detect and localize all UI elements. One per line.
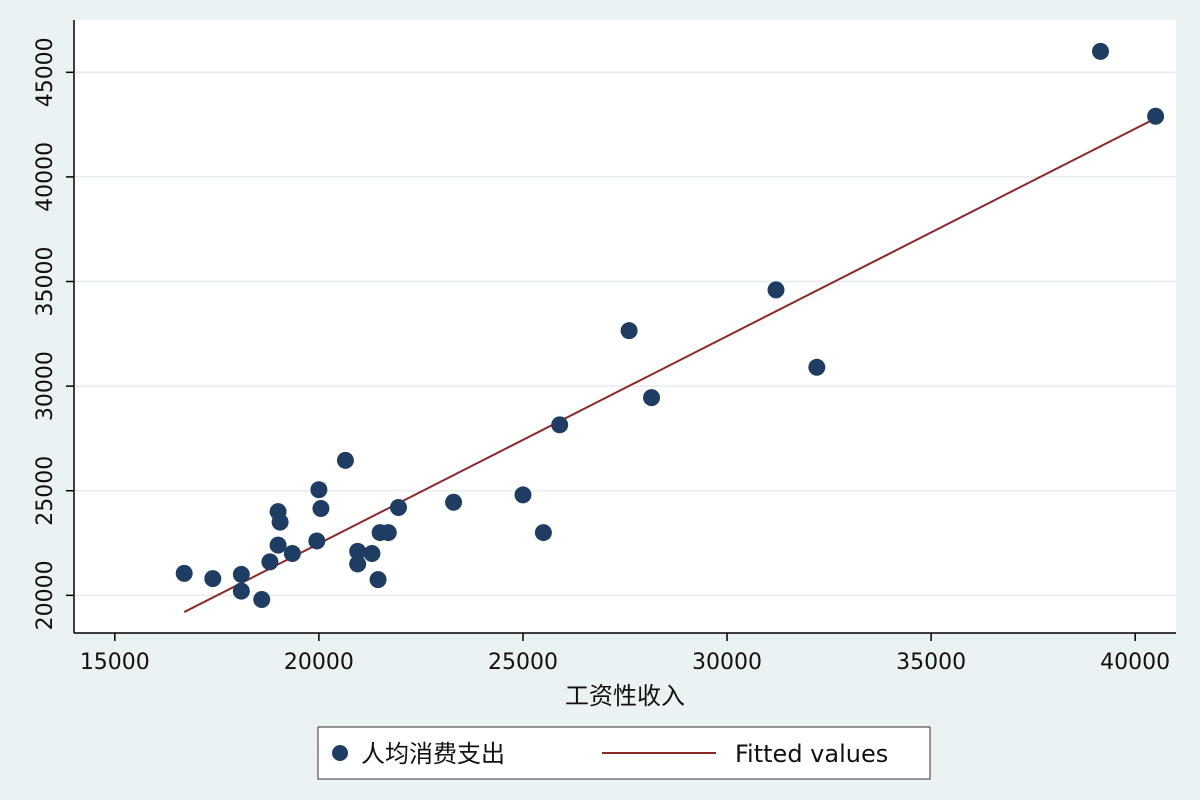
- scatter-point-26: [643, 389, 661, 407]
- y-tick-label-35000: 35000: [33, 247, 58, 317]
- scatter-point-14: [349, 542, 367, 560]
- scatter-point-27: [767, 281, 785, 299]
- y-tick-label-25000: 25000: [33, 456, 58, 526]
- x-tick-label-35000: 35000: [896, 650, 966, 675]
- scatter-point-23: [534, 524, 552, 542]
- scatter-point-22: [514, 486, 532, 504]
- legend-fit-line-label: Fitted values: [735, 740, 888, 768]
- y-tick-label-40000: 40000: [33, 142, 58, 212]
- x-axis-ticks: 15000 20000 25000 30000 35000 40000: [80, 633, 1170, 675]
- legend-scatter-marker: [332, 745, 348, 761]
- scatter-point-10: [308, 532, 326, 550]
- scatter-point-2: [232, 565, 250, 583]
- x-tick-label-40000: 40000: [1100, 650, 1170, 675]
- fitted-values-line: [183, 117, 1157, 613]
- scatter-point-24: [551, 416, 569, 434]
- x-tick-label-20000: 20000: [284, 650, 354, 675]
- scatter-point-9: [283, 544, 301, 562]
- y-axis-ticks: 20000 25000 30000 35000 40000 45000: [33, 37, 74, 630]
- x-tick-label-25000: 25000: [488, 650, 558, 675]
- scatter-point-25: [620, 322, 638, 340]
- scatter-point-19: [379, 524, 397, 542]
- scatter-point-5: [261, 553, 279, 571]
- scatter-point-8: [271, 513, 289, 531]
- y-tick-label-30000: 30000: [33, 351, 58, 421]
- fit-line-series: [183, 117, 1157, 613]
- scatter-point-4: [253, 591, 271, 609]
- y-tick-label-45000: 45000: [33, 37, 58, 107]
- x-tick-label-15000: 15000: [80, 650, 150, 675]
- legend-scatter-label: 人均消费支出: [361, 740, 505, 768]
- scatter-point-3: [232, 582, 250, 600]
- scatter-point-11: [310, 481, 328, 499]
- legend: 人均消费支出 Fitted values: [317, 726, 931, 780]
- axes: [73, 20, 1176, 634]
- scatter-point-0: [175, 564, 193, 582]
- scatter-point-16: [363, 544, 381, 562]
- scatter-point-13: [336, 451, 354, 469]
- scatter-point-17: [369, 571, 387, 589]
- x-axis-title: 工资性收入: [565, 682, 685, 710]
- scatter-point-15: [349, 555, 367, 573]
- scatter-point-21: [445, 493, 463, 511]
- scatter-point-20: [389, 498, 407, 516]
- y-tick-label-20000: 20000: [33, 560, 58, 630]
- scatter-point-29: [1091, 42, 1109, 60]
- scatter-series: [175, 42, 1165, 609]
- scatter-point-30: [1147, 107, 1165, 125]
- scatter-point-28: [808, 358, 826, 376]
- scatter-point-6: [269, 536, 287, 554]
- scatter-point-12: [312, 500, 330, 518]
- x-tick-label-30000: 30000: [692, 650, 762, 675]
- scatter-point-1: [204, 570, 222, 588]
